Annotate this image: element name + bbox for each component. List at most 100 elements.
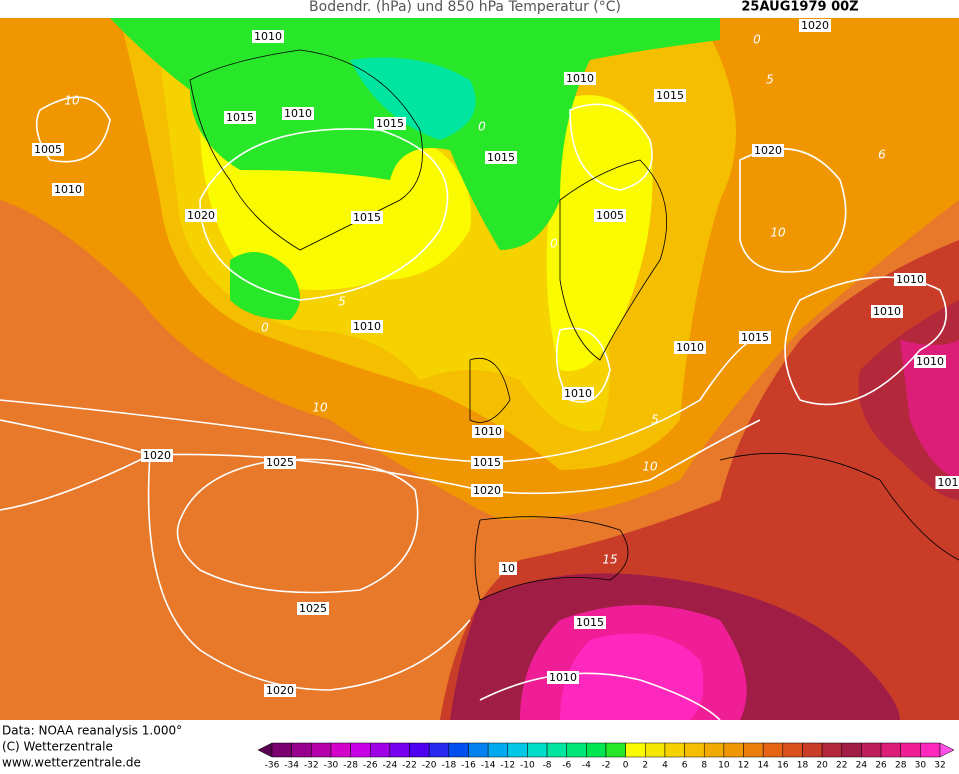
temperature-label: 10 (770, 226, 786, 240)
colorbar-label: -34 (284, 761, 299, 771)
isobar-label: 1015 (654, 89, 686, 102)
isobar-label-text: 1015 (353, 211, 381, 224)
isobar-label-text: 1010 (353, 320, 381, 333)
colorbar-swatch (311, 743, 331, 757)
isobar-label-text: 1010 (254, 30, 282, 43)
footer-copyright: (C) Wetterzentrale (2, 740, 113, 754)
colorbar-label: -32 (304, 761, 319, 771)
colorbar-swatch (822, 743, 842, 757)
isobar-label-text: 1020 (266, 684, 294, 697)
colorbar-swatch (410, 743, 430, 757)
colorbar-label: -22 (402, 761, 417, 771)
isobar-label-text: 1020 (143, 449, 171, 462)
colorbar-swatch (861, 743, 881, 757)
colorbar-swatch (881, 743, 901, 757)
colorbar-label: -28 (343, 761, 358, 771)
isobar-label: 1010 (472, 425, 504, 438)
colorbar-label: -12 (500, 761, 515, 771)
isobar-label: 1020 (185, 209, 217, 222)
colorbar-label: 26 (875, 761, 887, 771)
colorbar-label: 8 (701, 761, 707, 771)
isobar-label: 1010 (894, 273, 926, 286)
colorbar-end (258, 743, 272, 757)
isobar-label: 1015 (471, 456, 503, 469)
colorbar-label: -26 (363, 761, 378, 771)
colorbar-label: -14 (481, 761, 496, 771)
colorbar-swatch (370, 743, 390, 757)
isobar-label: 1005 (32, 143, 64, 156)
isobar-label-text: 1015 (487, 151, 515, 164)
colorbar-swatch (763, 743, 783, 757)
colorbar-label: 16 (777, 761, 789, 771)
colorbar-label: -36 (265, 761, 280, 771)
isobar-label: 1020 (752, 144, 784, 157)
temperature-label: 5 (338, 295, 346, 309)
temperature-label: 5 (651, 413, 659, 427)
colorbar-label: 14 (757, 761, 769, 771)
footer-source: Data: NOAA reanalysis 1.000° (2, 724, 182, 738)
colorbar-label: -10 (520, 761, 535, 771)
colorbar-swatch (390, 743, 410, 757)
isobar-label: 1010 (547, 671, 579, 684)
colorbar-swatch (645, 743, 665, 757)
colorbar-swatch (292, 743, 312, 757)
colorbar-label: -18 (441, 761, 456, 771)
colorbar-swatch (468, 743, 488, 757)
colorbar-label: 2 (642, 761, 648, 771)
isobar-label-text: 1010 (284, 107, 312, 120)
isobar-label: 1015 (574, 616, 606, 629)
colorbar-label: -30 (324, 761, 339, 771)
isobar-label-text: 1010 (549, 671, 577, 684)
colorbar-swatch (488, 743, 508, 757)
colorbar-swatch (527, 743, 547, 757)
isobar-label-text: 1010 (873, 305, 901, 318)
colorbar-label: 20 (816, 761, 828, 771)
colorbar-label: -6 (562, 761, 571, 771)
isobar-label-text: 1010 (54, 183, 82, 196)
colorbar-label: 4 (662, 761, 668, 771)
colorbar-label: 30 (915, 761, 927, 771)
isobar-label: 1015 (351, 211, 383, 224)
colorbar-swatch (272, 743, 292, 757)
isobar-label-text: 1010 (474, 425, 502, 438)
colorbar-label: 22 (836, 761, 847, 771)
colorbar-swatch (508, 743, 528, 757)
isobar-label-text: 1010 (566, 72, 594, 85)
isobar-label-text: 1015 (656, 89, 684, 102)
temperature-label: 10 (642, 460, 658, 474)
colorbar-swatch (429, 743, 449, 757)
isobar-label: 1010 (52, 183, 84, 196)
colorbar-swatch (783, 743, 803, 757)
colorbar-swatch (331, 743, 351, 757)
colorbar-label: 32 (934, 761, 945, 771)
colorbar-swatch (351, 743, 371, 757)
colorbar-label: 28 (895, 761, 907, 771)
isobar-label-text: 1010 (676, 341, 704, 354)
colorbar-swatch (586, 743, 606, 757)
temperature-label: 0 (753, 33, 761, 47)
colorbar-label: -4 (582, 761, 591, 771)
isobar-label: 1020 (471, 484, 503, 497)
map-title: Bodendr. (hPa) und 850 hPa Temperatur (°… (309, 0, 621, 15)
colorbar-swatch (920, 743, 940, 757)
isobar-label: 1015 (224, 111, 256, 124)
temperature-label: 0 (478, 120, 486, 134)
isobar-label-text: 1025 (299, 602, 327, 615)
colorbar-swatch (901, 743, 921, 757)
isobar-label: 1015 (485, 151, 517, 164)
map-date: 25AUG1979 00Z (741, 0, 858, 15)
isobar-label: 1020 (799, 19, 831, 32)
isobar-label: 1015 (374, 117, 406, 130)
isobar-label: 1010 (564, 72, 596, 85)
colorbar-swatch (606, 743, 626, 757)
temperature-label: 5 (766, 73, 774, 87)
isobar-label-text: 1010 (564, 387, 592, 400)
isobar-label: 1010 (252, 30, 284, 43)
isobar-label: 1020 (264, 684, 296, 697)
colorbar-label: 0 (623, 761, 629, 771)
isobar-label-text: 1015 (226, 111, 254, 124)
colorbar-label: 24 (856, 761, 868, 771)
colorbar-swatch (842, 743, 862, 757)
colorbar-label: -8 (543, 761, 552, 771)
